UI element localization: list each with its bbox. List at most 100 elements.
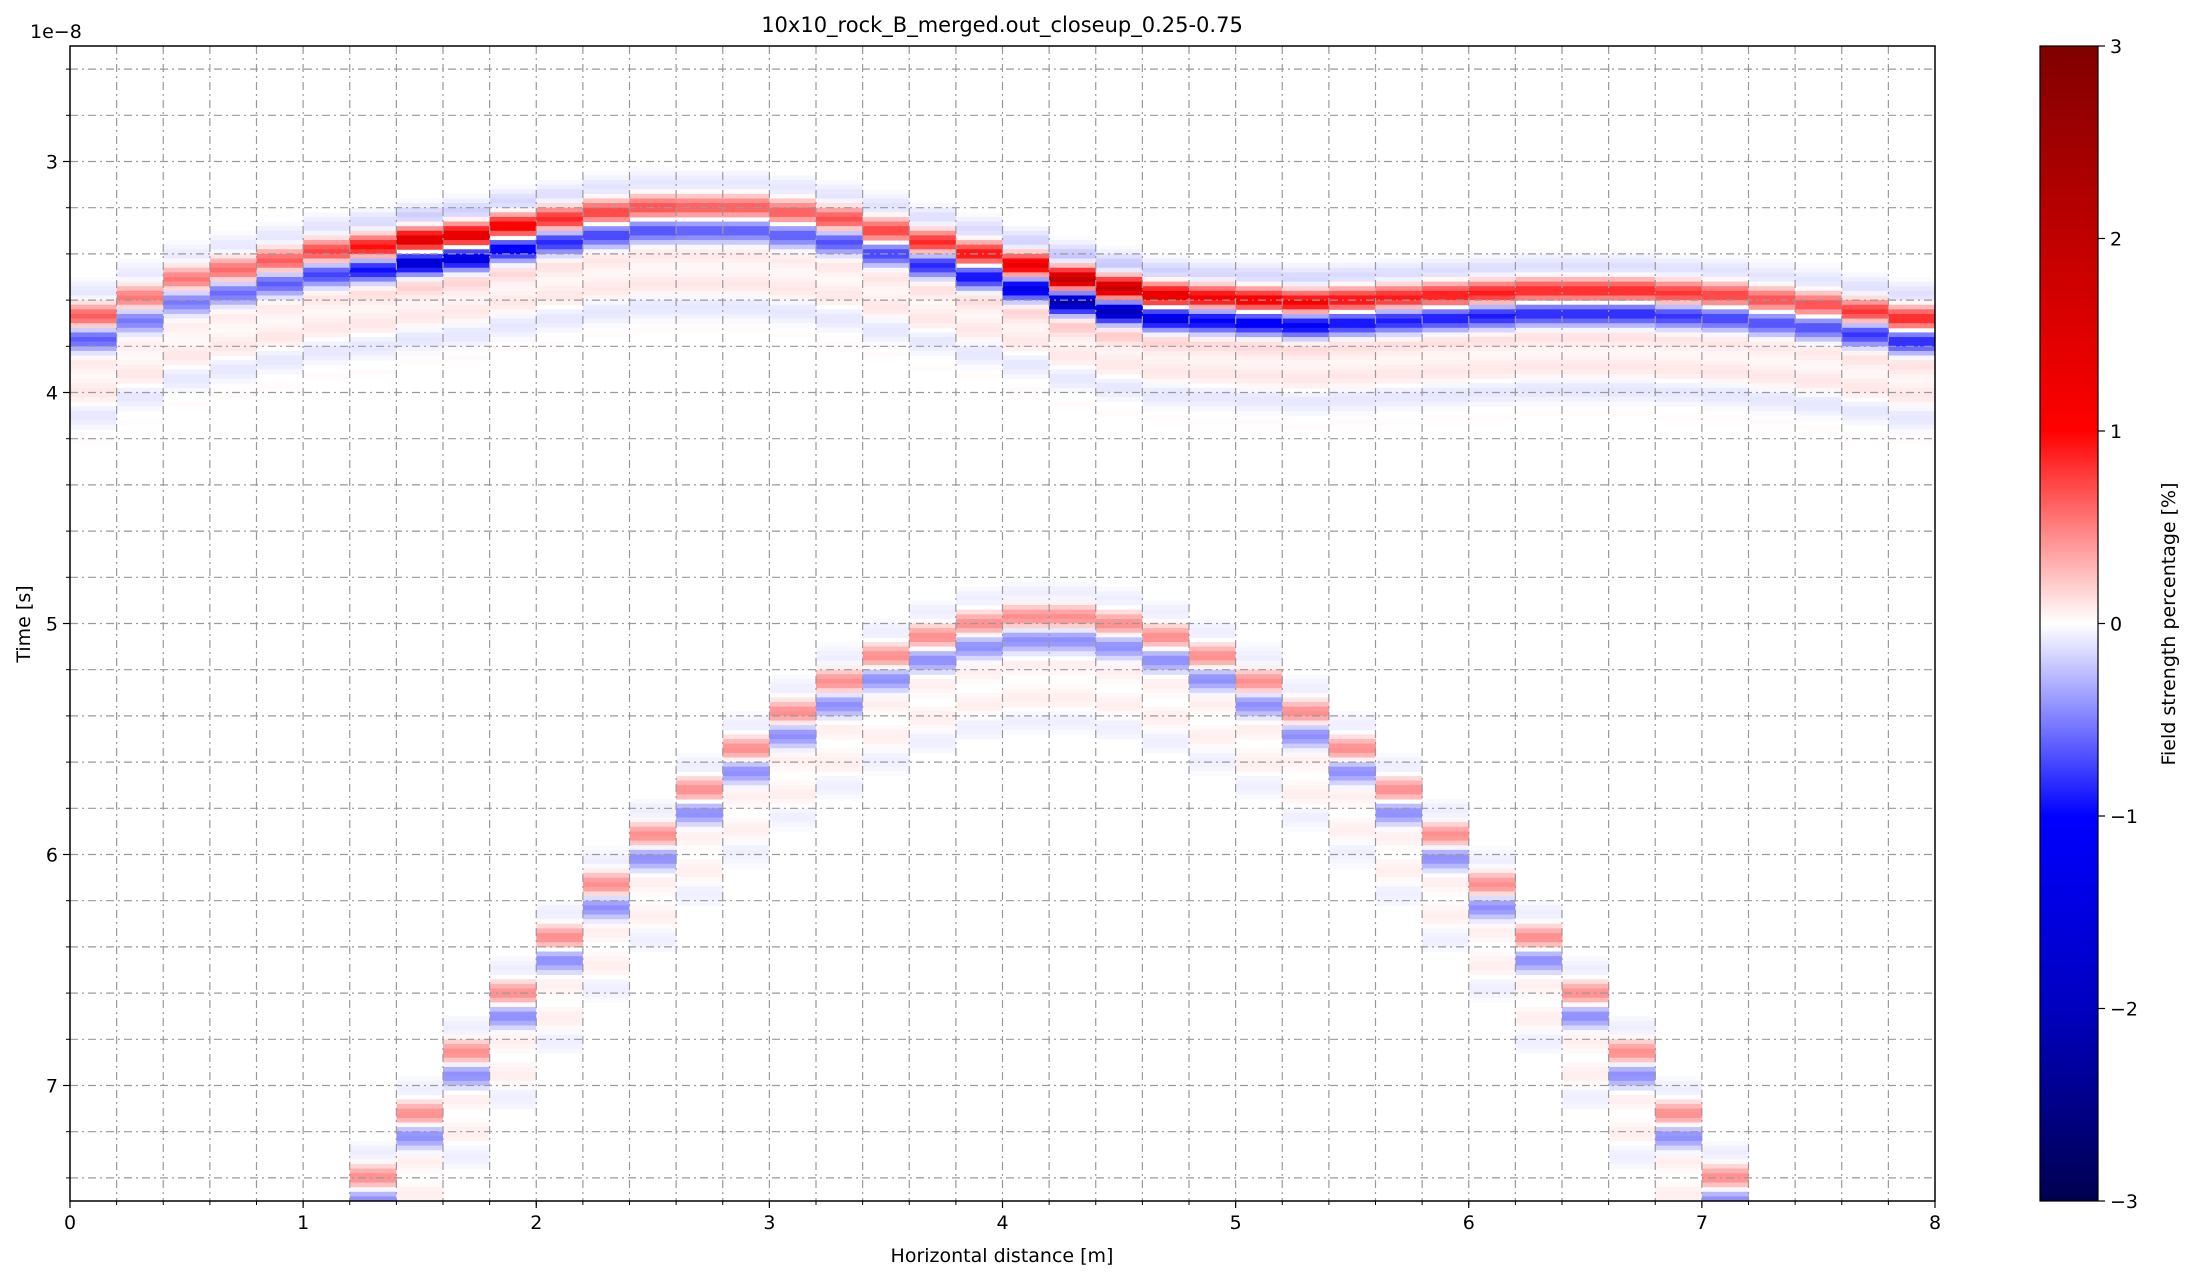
heatmap-cell	[489, 184, 537, 190]
heatmap-cell	[1468, 323, 1516, 329]
heatmap-cell	[769, 272, 817, 278]
heatmap-cell	[1748, 313, 1796, 320]
heatmap-cell	[722, 780, 770, 786]
heatmap-cell	[1095, 364, 1143, 370]
heatmap-cell	[1375, 360, 1423, 366]
heatmap-cell	[443, 235, 491, 241]
heatmap-cell	[1095, 702, 1143, 708]
heatmap-cell	[1562, 997, 1610, 1003]
heatmap-cell	[1095, 595, 1143, 601]
heatmap-cell	[1095, 651, 1143, 657]
heatmap-cell	[1888, 415, 1935, 421]
heatmap-cell	[349, 1191, 397, 1197]
heatmap-cell	[582, 872, 631, 879]
heatmap-cell	[1282, 734, 1330, 740]
heatmap-cell	[163, 295, 211, 301]
heatmap-cell	[722, 318, 770, 324]
heatmap-cell	[816, 794, 864, 800]
heatmap-cell	[1189, 295, 1237, 301]
heatmap-cell	[862, 263, 910, 269]
heatmap-cell	[1841, 300, 1889, 306]
heatmap-cell	[209, 253, 258, 260]
heatmap-cell	[443, 1071, 491, 1077]
heatmap-cell	[1655, 1099, 1703, 1105]
heatmap-cell	[1748, 281, 1796, 287]
heatmap-cell	[1002, 309, 1050, 315]
heatmap-cell	[1562, 323, 1610, 329]
heatmap-cell	[1888, 304, 1935, 310]
heatmap-cell	[303, 244, 351, 250]
heatmap-cell	[1235, 688, 1283, 694]
heatmap-cell	[303, 290, 351, 296]
heatmap-cell	[209, 337, 258, 343]
heatmap-cell	[1515, 313, 1563, 320]
heatmap-cell	[1049, 277, 1097, 283]
heatmap-cell	[1468, 313, 1516, 320]
heatmap-cell	[1608, 378, 1656, 384]
heatmap-cell	[1235, 655, 1283, 661]
heatmap-cell	[1002, 614, 1050, 620]
heatmap-cell	[1142, 350, 1190, 357]
heatmap-cell	[536, 1043, 584, 1050]
heatmap-cell	[1841, 286, 1889, 292]
heatmap-cell	[955, 614, 1004, 620]
heatmap-cell	[1328, 739, 1377, 745]
heatmap-cell	[209, 290, 258, 296]
heatmap-cell	[582, 258, 631, 264]
heatmap-cell	[349, 1177, 397, 1184]
heatmap-cell	[1375, 364, 1423, 370]
heatmap-cell	[116, 401, 164, 407]
heatmap-cell	[1795, 300, 1843, 306]
heatmap-cell	[582, 937, 631, 943]
heatmap-cell	[1189, 378, 1237, 384]
heatmap-cell	[116, 332, 164, 338]
heatmap-cell	[1795, 286, 1843, 292]
heatmap-cell	[816, 323, 864, 329]
heatmap-cell	[1608, 281, 1656, 287]
heatmap-cell	[1189, 290, 1237, 296]
heatmap-cell	[1282, 383, 1330, 389]
heatmap-cell	[722, 859, 770, 865]
heatmap-cell	[722, 286, 770, 292]
heatmap-cell	[1049, 360, 1097, 366]
trace-column	[1608, 249, 1656, 1170]
heatmap-cell	[1142, 729, 1190, 735]
heatmap-cell	[536, 1039, 584, 1045]
heatmap-cell	[1142, 734, 1190, 740]
heatmap-cell	[909, 641, 957, 648]
heatmap-cell	[1515, 923, 1563, 929]
heatmap-cell	[1142, 313, 1190, 320]
heatmap-cell	[70, 360, 118, 366]
heatmap-cell	[1189, 341, 1237, 347]
heatmap-cell	[1515, 346, 1563, 352]
heatmap-cell	[1189, 739, 1237, 745]
heatmap-cell	[1189, 683, 1237, 689]
heatmap-cell	[1468, 877, 1516, 883]
heatmap-cell	[349, 281, 397, 287]
heatmap-cell	[349, 350, 397, 357]
heatmap-cell	[1422, 323, 1470, 329]
heatmap-cell	[1095, 323, 1143, 329]
heatmap-cell	[1655, 323, 1703, 329]
heatmap-cell	[1235, 692, 1283, 698]
heatmap-cell	[909, 286, 957, 292]
heatmap-cell	[1375, 836, 1423, 842]
heatmap-cell	[862, 641, 910, 648]
heatmap-cell	[629, 946, 677, 953]
heatmap-cell	[629, 230, 677, 236]
heatmap-cell	[443, 355, 491, 361]
heatmap-cell	[1888, 401, 1935, 407]
heatmap-cell	[1189, 392, 1237, 398]
heatmap-cell	[163, 327, 211, 333]
heatmap-cell	[1608, 313, 1656, 320]
heatmap-cell	[1328, 766, 1377, 772]
heatmap-cell	[816, 729, 864, 735]
heatmap-cell	[862, 752, 910, 758]
trace-column	[209, 230, 258, 398]
heatmap-cell	[396, 309, 444, 315]
heatmap-cell	[1282, 683, 1330, 689]
heatmap-cell	[1655, 415, 1703, 421]
heatmap-cell	[1515, 956, 1563, 962]
heatmap-cell	[722, 803, 770, 809]
colorbar-label: Field strength percentage [%]	[2158, 482, 2180, 765]
